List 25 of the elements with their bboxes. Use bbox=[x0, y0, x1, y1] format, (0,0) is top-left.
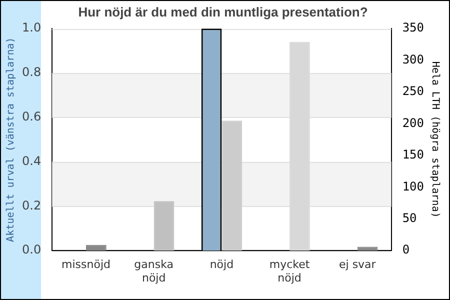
y2-tick-label: 50 bbox=[402, 211, 417, 226]
x-tick-label: missnöjd bbox=[62, 258, 110, 272]
y-tick-label: 0.8 bbox=[22, 65, 42, 80]
y-axis-title: Aktuellt urval (vänstra staplarna) bbox=[6, 37, 17, 242]
y-tick-label: 1.0 bbox=[22, 20, 42, 35]
bar bbox=[357, 246, 378, 251]
chart-title: Hur nöjd är du med din muntliga presentation? bbox=[78, 4, 368, 20]
y2-tick-label: 300 bbox=[402, 52, 424, 66]
bar bbox=[154, 201, 174, 251]
x-tick-label: ganska nöjd bbox=[134, 258, 174, 284]
y-tick-label: 0.6 bbox=[22, 110, 42, 124]
x-tick-label: nöjd bbox=[210, 258, 234, 272]
y2-tick-label: 250 bbox=[402, 84, 424, 98]
x-tick-label: ej svar bbox=[338, 258, 376, 272]
y2-axis-title: Hela LTH (högra staplarna) bbox=[429, 61, 440, 218]
bar bbox=[86, 244, 106, 251]
y2-tick-label: 0 bbox=[402, 242, 410, 257]
x-tick-label: mycket nöjd bbox=[269, 258, 310, 284]
y2-tick-label: 200 bbox=[402, 116, 424, 130]
y-tick-label: 0.2 bbox=[22, 198, 42, 212]
y-tick-label: 0.0 bbox=[22, 242, 42, 257]
y2-tick-label: 100 bbox=[402, 179, 424, 194]
y2-tick-label: 350 bbox=[402, 20, 424, 35]
y2-tick-label: 150 bbox=[402, 148, 424, 162]
y-tick-label: 0.4 bbox=[22, 154, 42, 168]
